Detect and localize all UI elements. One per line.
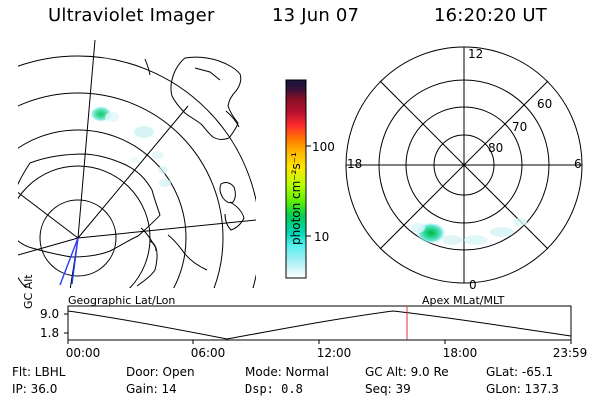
small-coast-3 bbox=[225, 110, 240, 128]
polar-label-left: 18 bbox=[347, 157, 363, 171]
status-ip: IP: 36.0 bbox=[12, 382, 58, 396]
small-coast-2 bbox=[194, 67, 221, 81]
date-display: 13 Jun 07 bbox=[272, 5, 360, 26]
timeline-x-label-1800: 18:00 bbox=[442, 346, 478, 360]
polar-aurora-patch-4 bbox=[464, 235, 488, 245]
status-gain: Gain: 14 bbox=[126, 382, 177, 396]
aurora-patch-2 bbox=[105, 112, 119, 122]
aurora-patch-7 bbox=[131, 157, 139, 163]
timeline-y-axis-label: GC Alt bbox=[22, 274, 35, 309]
timeline-y-tick-1-8: 1.8 bbox=[40, 326, 60, 340]
latitude-ring-5 bbox=[18, 55, 256, 288]
latitude-ring-3 bbox=[18, 129, 187, 288]
australia-outline bbox=[170, 56, 242, 140]
timeline bbox=[64, 305, 572, 344]
timeline-x-label-1200: 12:00 bbox=[316, 346, 352, 360]
small-coast-1 bbox=[144, 58, 151, 76]
coast-segment-1 bbox=[136, 227, 158, 287]
colorbar-label: photon cm⁻²s⁻¹ bbox=[289, 152, 303, 245]
polar-plot bbox=[345, 46, 583, 284]
status-glat: GLat: -65.1 bbox=[486, 365, 553, 379]
apex-panel-label: Apex MLat/MLT bbox=[422, 294, 505, 307]
timeline-x-label-0600: 06:00 bbox=[190, 346, 226, 360]
meridian-2 bbox=[77, 219, 256, 239]
polar-aurora bbox=[411, 218, 527, 245]
polar-label-bottom: 0 bbox=[469, 278, 477, 292]
status-seq: Seq: 39 bbox=[365, 382, 411, 396]
polar-label-70: 70 bbox=[512, 120, 528, 134]
geographic-map bbox=[18, 40, 256, 288]
geographic-panel-label: Geographic Lat/Lon bbox=[68, 294, 176, 307]
polar-label-right: 6 bbox=[574, 157, 582, 171]
polar-aurora-patch-5 bbox=[490, 227, 514, 237]
status-glon: GLon: 137.3 bbox=[486, 382, 559, 396]
timeline-y-tick-9: 9.0 bbox=[40, 307, 60, 321]
aurora-patch-4 bbox=[152, 151, 164, 159]
polar-label-top: 12 bbox=[468, 47, 484, 61]
polar-aurora-patch-3 bbox=[442, 235, 462, 245]
timeline-x-label-2359: 23:59 bbox=[552, 346, 588, 360]
meridian-3 bbox=[18, 237, 79, 256]
timeline-x-label-0000: 00:00 bbox=[65, 346, 101, 360]
polar-aurora-patch-2 bbox=[411, 223, 425, 233]
time-display: 16:20:20 UT bbox=[434, 5, 547, 26]
geo-aurora-patches bbox=[90, 106, 171, 187]
polar-aurora-patch-6 bbox=[513, 218, 527, 226]
status-gc-alt: GC Alt: 9.0 Re bbox=[365, 365, 449, 379]
colorbar-tick-label-100: 100 bbox=[312, 140, 335, 154]
latitude-ring-1 bbox=[39, 199, 117, 277]
coast-segment-2 bbox=[167, 234, 208, 271]
app-title: Ultraviolet Imager bbox=[48, 5, 215, 26]
small-coast-4 bbox=[149, 240, 157, 252]
polar-label-60: 60 bbox=[537, 97, 553, 111]
blue-vector-2 bbox=[59, 237, 79, 286]
status-flt: Flt: LBHL bbox=[12, 365, 66, 379]
colorbar-gradient bbox=[286, 80, 306, 278]
blue-vector-1 bbox=[71, 237, 79, 285]
colorbar-frame bbox=[285, 79, 307, 279]
latitude-ring-4 bbox=[18, 92, 224, 288]
status-mode: Mode: Normal bbox=[245, 365, 329, 379]
island-outline bbox=[219, 182, 236, 204]
aurora-patch-3 bbox=[134, 126, 154, 138]
aurora-patch-5 bbox=[158, 166, 168, 174]
colorbar-tick-label-10: 10 bbox=[314, 230, 330, 244]
meridian-5 bbox=[18, 191, 79, 239]
colorbar bbox=[285, 79, 311, 279]
aurora-patch-6 bbox=[159, 179, 171, 187]
status-dsp: Dsp: 0.8 bbox=[245, 382, 303, 396]
meridian-1 bbox=[77, 105, 189, 239]
status-door: Door: Open bbox=[126, 365, 195, 379]
timeline-curve bbox=[67, 310, 572, 340]
polar-diagonal-2 bbox=[379, 80, 549, 250]
antarctica-outline bbox=[18, 153, 161, 258]
island-outline-2 bbox=[224, 201, 245, 231]
meridian-6 bbox=[77, 40, 96, 239]
polar-label-80: 80 bbox=[488, 141, 504, 155]
